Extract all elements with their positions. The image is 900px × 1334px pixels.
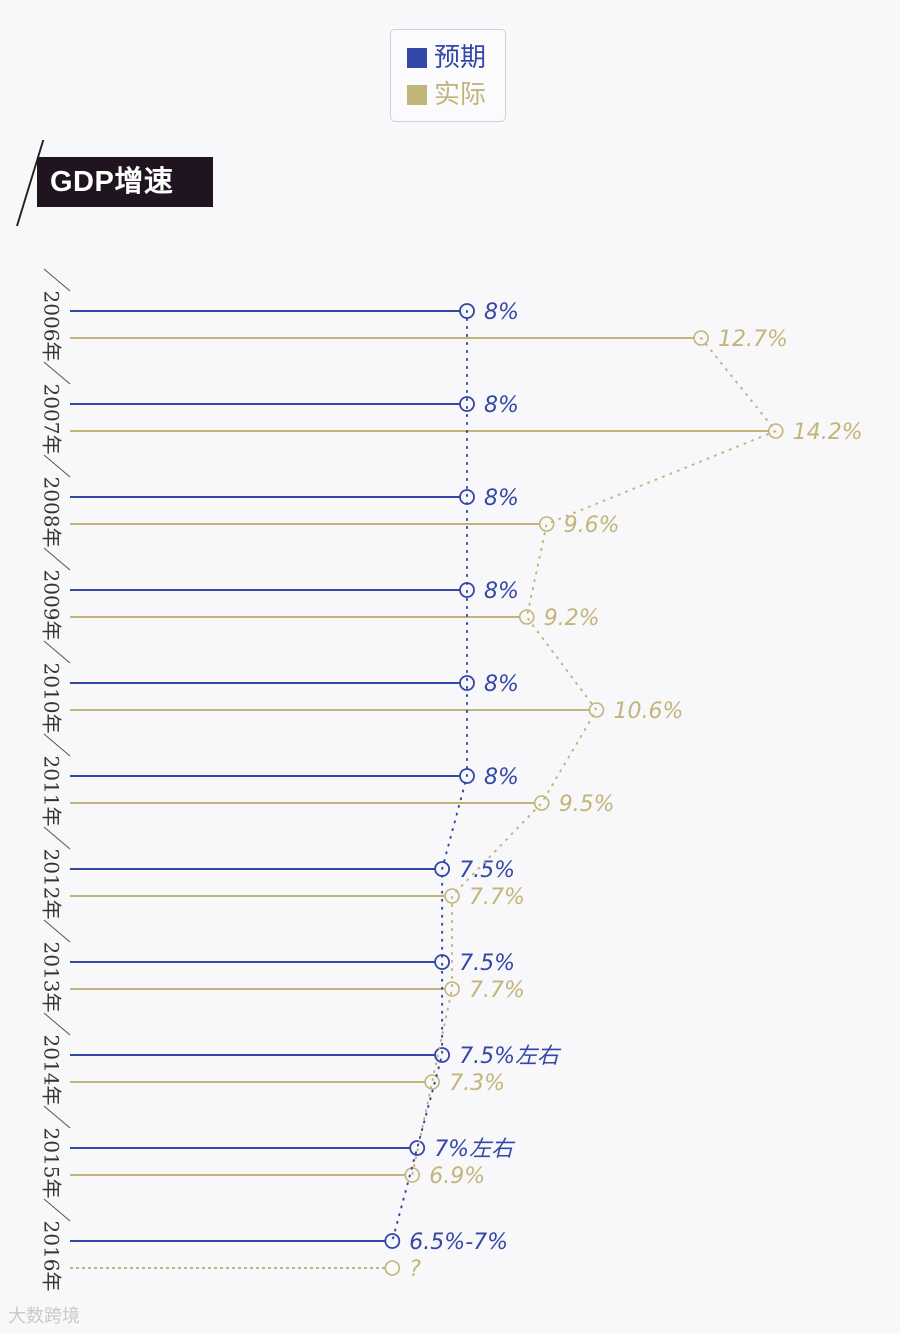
expected-trend-line: [391, 310, 468, 1242]
expected-point: [434, 1047, 451, 1063]
year-label: 2010年: [40, 663, 64, 734]
expected-data-label: 6.5%-7%: [409, 1230, 508, 1255]
expected-data-label: 7%左右: [434, 1137, 516, 1162]
actual-point: [518, 609, 535, 625]
actual-data-label: 14.2%: [793, 420, 863, 445]
row-separator: [43, 1198, 71, 1222]
expected-data-label: 8%: [484, 672, 519, 697]
actual-point: [404, 1167, 421, 1183]
actual-data-label: 7.3%: [449, 1071, 505, 1096]
actual-data-label: 12.7%: [718, 327, 788, 352]
row-separator: [43, 1105, 71, 1129]
row-separator: [43, 919, 71, 943]
expected-point: [409, 1140, 426, 1156]
expected-data-label: 7.5%左右: [459, 1044, 562, 1069]
year-label: 2013年: [40, 942, 64, 1013]
row-separator: [43, 454, 71, 478]
row-separator: [43, 640, 71, 664]
expected-data-label: 8%: [484, 486, 519, 511]
legend-item-expected: 预期: [407, 43, 486, 73]
year-label: 2012年: [40, 849, 64, 920]
year-label: 2006年: [40, 291, 64, 362]
row-separator: [43, 268, 71, 292]
expected-data-label: 8%: [484, 765, 519, 790]
expected-point: [459, 675, 475, 691]
expected-data-label: 8%: [484, 393, 519, 418]
expected-data-label: 8%: [484, 579, 519, 604]
actual-data-label: 6.9%: [429, 1164, 485, 1189]
actual-point: [444, 888, 460, 904]
year-label: 2009年: [40, 570, 64, 641]
actual-point: [444, 981, 460, 997]
row-separator: [43, 826, 71, 850]
legend-item-actual: 实际: [407, 80, 486, 110]
row-separator: [43, 733, 71, 757]
year-label: 2015年: [40, 1128, 64, 1199]
year-label: 2014年: [40, 1035, 64, 1106]
legend-expected-label: 预期: [434, 43, 487, 73]
actual-point: [424, 1074, 440, 1090]
actual-data-label: 9.5%: [559, 792, 615, 817]
expected-data-label: 7.5%: [459, 951, 515, 976]
year-label: 2011年: [40, 756, 64, 827]
row-separator: [43, 547, 71, 571]
actual-data-label: 9.2%: [544, 606, 600, 631]
expected-swatch-icon: [407, 48, 427, 68]
row-separator: [43, 1012, 71, 1036]
actual-point: [538, 516, 555, 532]
actual-swatch-icon: [407, 85, 427, 105]
legend-actual-label: 实际: [434, 80, 487, 110]
year-label: 2016年: [40, 1221, 64, 1292]
legend: 预期 实际: [390, 29, 506, 122]
year-label: 2007年: [40, 384, 64, 455]
title-tab: [37, 157, 213, 207]
actual-data-label: 9.6%: [564, 513, 620, 538]
watermark: 大数跨境: [8, 1306, 80, 1327]
expected-point: [384, 1233, 401, 1249]
expected-data-label: 8%: [484, 300, 519, 325]
actual-data-label: 10.6%: [613, 699, 683, 724]
chart-title: GDP增速: [50, 166, 174, 198]
actual-trend-line: [411, 337, 778, 1176]
actual-data-label: ?: [409, 1257, 421, 1282]
actual-point: [533, 795, 550, 811]
expected-point: [459, 396, 475, 412]
actual-point: [384, 1260, 401, 1276]
actual-data-label: 7.7%: [469, 885, 525, 910]
year-label: 2008年: [40, 477, 64, 548]
actual-data-label: 7.7%: [469, 978, 525, 1003]
row-separator: [43, 361, 71, 385]
